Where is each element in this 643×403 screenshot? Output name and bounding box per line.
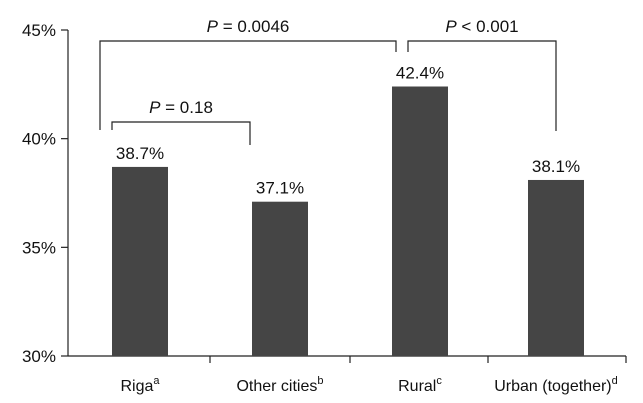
- x-tick-label: Other citiesb: [236, 375, 323, 395]
- x-tick-label: Ruralc: [398, 375, 442, 395]
- axes: 30% 35% 40% 45% Rigaa Other citiesb Ruralc Urba…: [22, 21, 627, 395]
- bar: [252, 201, 308, 356]
- data-label: 37.1%: [256, 179, 304, 198]
- x-tick-label: Urban (together)d: [494, 375, 618, 395]
- y-tick-label: 45%: [22, 21, 56, 40]
- significance-brackets: P = 0.0046 P = 0.18 P < 0.001: [99, 17, 557, 145]
- significance-bracket: [407, 40, 557, 131]
- bar: [112, 166, 168, 356]
- bar: [392, 86, 448, 357]
- p-value-label: P = 0.18: [149, 98, 213, 117]
- data-label: 38.7%: [116, 144, 164, 163]
- y-tick-label: 30%: [22, 347, 56, 366]
- bars: [112, 86, 584, 357]
- y-tick-label: 35%: [22, 238, 56, 257]
- y-tick-label: 40%: [22, 130, 56, 149]
- bar: [528, 179, 584, 356]
- x-tick-label: Rigaa: [120, 375, 160, 395]
- p-value-label: P < 0.001: [445, 17, 518, 36]
- significance-bracket: [99, 40, 397, 130]
- data-label: 38.1%: [532, 157, 580, 176]
- significance-bracket: [111, 121, 251, 145]
- data-labels: 38.7% 37.1% 42.4% 38.1%: [116, 64, 580, 198]
- p-value-label: P = 0.0046: [207, 17, 290, 36]
- data-label: 42.4%: [396, 64, 444, 83]
